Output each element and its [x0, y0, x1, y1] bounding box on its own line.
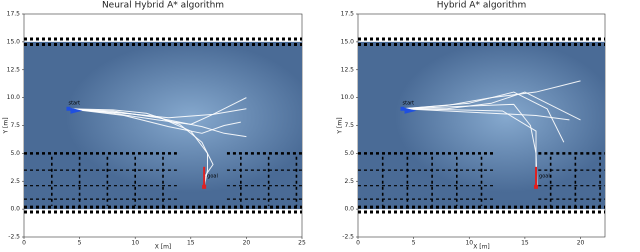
x-axis-label: X [m] — [155, 244, 172, 251]
y-tick-label: 7.5 — [10, 122, 20, 129]
start-marker — [66, 106, 71, 111]
goal-marker — [534, 184, 539, 189]
x-tick-label: 20 — [243, 240, 251, 247]
trajectory — [402, 91, 581, 121]
y-axis-label: Y [m] — [337, 117, 344, 134]
y-tick-label: 15.0 — [341, 38, 355, 45]
x-axis-label: X [m] — [473, 244, 490, 251]
y-tick-label: -2.5 — [342, 234, 354, 241]
y-tick-label: 15.0 — [7, 38, 21, 45]
trajectory — [68, 108, 214, 187]
start-marker — [400, 106, 405, 111]
x-tick-label: 15 — [521, 240, 529, 247]
y-tick-label: 2.5 — [344, 178, 354, 185]
trajectory — [402, 103, 538, 187]
panel: 0 5 10 15 20 25 -2.5 0.0 2.5 5.0 7.5 10.0 12.5 15.0 17… — [3, 1, 306, 251]
trajectory — [402, 108, 570, 121]
x-tick-label: 25 — [298, 240, 306, 247]
start-arrow — [70, 107, 83, 114]
y-tick-label: 17.5 — [7, 11, 21, 18]
trajectory — [68, 108, 241, 134]
map-glow — [358, 41, 605, 210]
trajectory — [68, 108, 247, 119]
panel: 0 5 10 15 20 -2.5 0.0 2.5 5.0 7.5 10.0 12.5 15.0 17.5… — [337, 1, 606, 251]
x-tick-label: 0 — [356, 240, 360, 247]
x-tick-label: 15 — [187, 240, 195, 247]
y-tick-label: 17.5 — [341, 11, 355, 18]
y-tick-label: 5.0 — [344, 150, 354, 157]
x-tick-label: 10 — [131, 240, 139, 247]
goal-marker — [202, 184, 207, 189]
start-label: start — [403, 100, 415, 106]
y-tick-label: -2.5 — [8, 234, 20, 241]
y-tick-label: 10.0 — [7, 94, 21, 101]
start-label: start — [68, 100, 80, 106]
y-tick-label: 5.0 — [10, 150, 20, 157]
y-tick-label: 2.5 — [10, 178, 20, 185]
y-tick-label: 7.5 — [344, 122, 354, 129]
y-tick-label: 12.5 — [7, 66, 21, 73]
x-tick-label: 5 — [78, 240, 82, 247]
x-tick-label: 0 — [22, 240, 26, 247]
y-tick-label: 10.0 — [341, 94, 355, 101]
y-tick-label: 0.0 — [344, 206, 354, 213]
y-tick-label: 12.5 — [341, 66, 355, 73]
trajectory — [68, 108, 247, 138]
goal-label: goal — [539, 173, 550, 179]
x-tick-label: 10 — [465, 240, 473, 247]
start-arrow — [404, 107, 417, 114]
chart-title: Neural Hybrid A* algorithm — [102, 1, 224, 11]
trajectory — [402, 91, 565, 143]
x-tick-label: 20 — [577, 240, 585, 247]
goal-label: goal — [207, 173, 218, 179]
chart-title: Hybrid A* algorithm — [437, 1, 527, 11]
y-axis-label: Y [m] — [3, 117, 10, 134]
y-tick-label: 0.0 — [10, 206, 20, 213]
x-tick-label: 5 — [412, 240, 416, 247]
